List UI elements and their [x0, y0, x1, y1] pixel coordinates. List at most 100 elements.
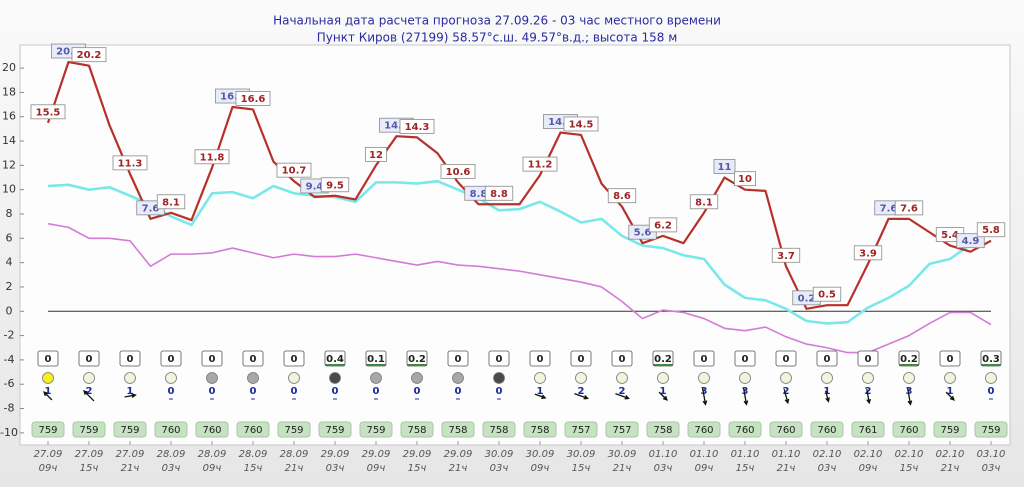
precip-label: 0	[496, 354, 503, 365]
x-tick-label: 27.09	[34, 449, 63, 460]
x-tick-label: 01.10	[690, 449, 719, 460]
precip-bar	[325, 364, 345, 366]
y-tick-label: 14	[2, 134, 16, 147]
x-tick-label: 15ч	[900, 463, 919, 474]
wind-arrow	[701, 387, 708, 406]
value-label-box	[607, 188, 637, 204]
pressure-label: 759	[120, 425, 139, 436]
precip-box	[775, 350, 797, 367]
precip-box	[201, 350, 223, 367]
pressure-box	[605, 421, 639, 438]
wind-arrow	[945, 391, 955, 401]
pressure-box	[277, 421, 311, 438]
value-label: 16.6	[241, 94, 266, 105]
x-tick-label: 02.10	[895, 449, 924, 460]
cloud-icon	[534, 372, 546, 384]
value-label-box	[976, 222, 1006, 238]
wind-arrow	[742, 387, 749, 406]
value-label: 3.7	[777, 251, 795, 262]
precip-box	[283, 350, 305, 367]
value-label-box	[235, 91, 271, 106]
cloud-icon	[821, 372, 833, 384]
wind-arrow	[574, 392, 589, 400]
cloud-icon	[165, 372, 177, 384]
y-tick-label: 8	[6, 207, 13, 220]
precip-label: 0	[619, 354, 626, 365]
x-tick-label: 29.09	[321, 449, 350, 460]
pressure-box	[441, 421, 475, 438]
precip-label: 0.2	[408, 354, 426, 365]
pressure-box	[933, 421, 967, 438]
wind-speed: 0	[496, 386, 503, 397]
precip-label: 0	[250, 354, 257, 365]
value-label-box	[812, 286, 842, 302]
wind-arrow	[534, 393, 547, 400]
precip-label: 0	[947, 354, 954, 365]
value-label: 3.9	[859, 248, 877, 259]
y-tick-label: -10	[0, 426, 18, 439]
value-label: 4.9	[962, 236, 980, 247]
wind-speed: 0	[168, 386, 175, 397]
x-tick-label: 15ч	[572, 463, 591, 474]
cloud-icon	[411, 372, 423, 384]
pressure-box	[31, 421, 65, 438]
value-label-box	[648, 217, 678, 233]
pressure-label: 759	[981, 425, 1000, 436]
precip-label: 0	[783, 354, 790, 365]
value-label: 6.2	[654, 220, 672, 231]
precip-box	[119, 350, 141, 367]
value-label: 11.3	[118, 158, 143, 169]
value-label: 14.5	[569, 119, 594, 130]
wind-speed: 1	[947, 386, 954, 397]
x-tick-label: 03ч	[490, 463, 509, 474]
wind-speed: 0	[250, 386, 257, 397]
x-tick-label: 03ч	[818, 463, 837, 474]
x-tick-label: 09ч	[367, 463, 386, 474]
x-tick-label: 09ч	[859, 463, 878, 474]
value-label-box	[440, 163, 476, 179]
wind-speed: 1	[824, 386, 831, 397]
x-tick-label: 03ч	[326, 463, 345, 474]
value-label: 9.4	[306, 181, 324, 192]
y-tick-label: 2	[6, 280, 13, 293]
pressure-label: 759	[79, 425, 98, 436]
x-tick-label: 28.09	[239, 449, 268, 460]
series-line	[46, 60, 992, 310]
pressure-box	[113, 421, 147, 438]
precip-box	[242, 350, 264, 367]
cloud-icon	[616, 372, 628, 384]
value-label-box	[853, 245, 883, 261]
value-label-box	[194, 149, 230, 165]
pressure-label: 758	[653, 425, 672, 436]
pressure-label: 757	[571, 425, 590, 436]
precip-label: 0.2	[654, 354, 672, 365]
wind-speed: 0	[209, 386, 216, 397]
x-tick-label: 21ч	[449, 463, 468, 474]
cloud-icon	[575, 372, 587, 384]
value-label: 7.6	[900, 203, 918, 214]
pressure-label: 759	[325, 425, 344, 436]
pressure-box	[236, 421, 270, 438]
precip-box	[611, 350, 633, 367]
y-tick-label: 18	[2, 85, 16, 98]
x-tick-label: 03ч	[654, 463, 673, 474]
x-tick-label: 29.09	[403, 449, 432, 460]
pressure-label: 758	[489, 425, 508, 436]
cloud-icon	[698, 372, 710, 384]
value-label: 8.1	[162, 197, 180, 208]
chart-title: Начальная дата расчета прогноза 27.09.26…	[273, 14, 721, 28]
precip-box	[857, 350, 879, 367]
precip-box	[529, 350, 551, 367]
pressure-box	[851, 421, 885, 438]
wind-arrow	[43, 391, 53, 401]
wind-speed: 0	[455, 386, 462, 397]
y-tick-label: 0	[6, 304, 13, 317]
wind-speed: 1	[537, 386, 544, 397]
x-tick-label: 30.09	[567, 449, 596, 460]
value-label: 11.2	[528, 160, 553, 171]
value-label: 7.6	[142, 203, 160, 214]
precip-label: 0	[455, 354, 462, 365]
cloud-icon	[452, 372, 464, 384]
wind-speed: 2	[619, 386, 626, 397]
cloud-icon	[739, 372, 751, 384]
